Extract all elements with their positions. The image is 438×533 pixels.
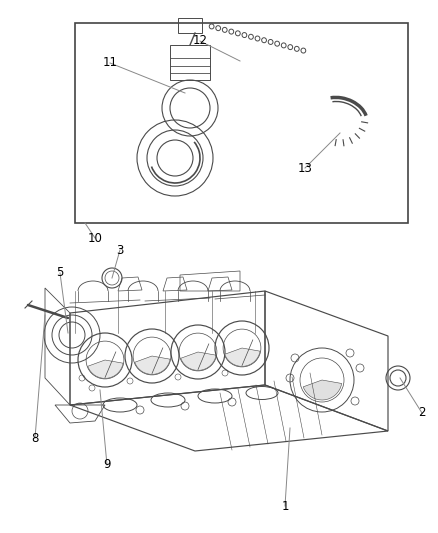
Text: 3: 3 xyxy=(117,244,124,256)
Text: 5: 5 xyxy=(57,266,64,279)
Text: 13: 13 xyxy=(297,161,312,174)
Text: 1: 1 xyxy=(281,499,289,513)
Text: 12: 12 xyxy=(192,35,208,47)
Bar xyxy=(75,23,408,223)
Bar xyxy=(178,18,202,33)
Bar xyxy=(170,45,210,80)
Wedge shape xyxy=(225,348,260,366)
Text: 11: 11 xyxy=(102,56,117,69)
Wedge shape xyxy=(181,352,216,370)
Text: 9: 9 xyxy=(103,458,111,472)
Wedge shape xyxy=(135,356,170,374)
Wedge shape xyxy=(303,380,342,400)
Text: 2: 2 xyxy=(418,407,426,419)
Wedge shape xyxy=(88,360,123,378)
Text: 8: 8 xyxy=(31,432,39,445)
Text: 10: 10 xyxy=(88,231,102,245)
